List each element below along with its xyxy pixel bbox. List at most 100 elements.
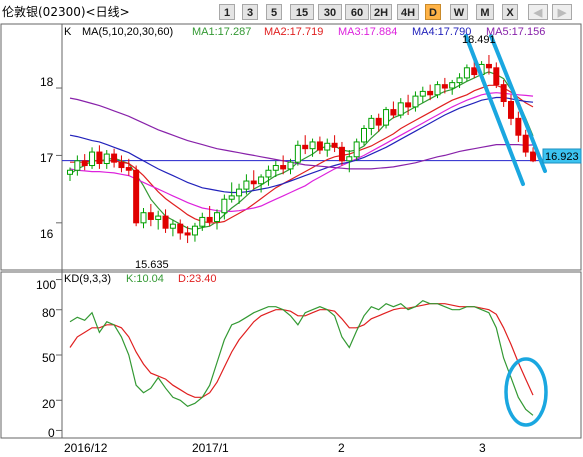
candle-body <box>338 146 345 162</box>
ma-line-ma4 <box>69 96 534 194</box>
candle-body <box>530 151 537 162</box>
period-button-15[interactable]: 15 <box>290 4 314 20</box>
candle-body <box>103 153 110 165</box>
candle-body <box>177 223 184 234</box>
y-tick-16: 16 <box>40 227 54 241</box>
period-button-4h[interactable]: 4H <box>397 4 419 20</box>
candle-body <box>463 67 470 79</box>
ma3-value: MA3:17.884 <box>338 26 397 38</box>
candle-body <box>250 180 257 185</box>
period-button-x[interactable]: X <box>502 4 518 20</box>
candle-body <box>419 90 426 97</box>
ma-line-ma3 <box>69 92 534 212</box>
candle-body <box>485 63 492 69</box>
low-label: 15.635 <box>135 259 169 271</box>
candle-body <box>89 151 96 167</box>
k-label: K <box>64 26 72 38</box>
period-button-30[interactable]: 30 <box>318 4 342 20</box>
candle-body <box>368 117 375 129</box>
kd-label: KD(9,3,3) <box>64 273 111 285</box>
candle-body <box>390 109 397 116</box>
oversold-circle <box>504 357 548 427</box>
ma1-value: MA1:17.287 <box>192 26 251 38</box>
period-button-1[interactable]: 1 <box>219 4 235 20</box>
main-panel-frame <box>0 23 582 271</box>
grid-layer <box>56 87 581 431</box>
chart-title: 伦敦银(02300)<日线> <box>2 5 130 19</box>
period-button-3[interactable]: 3 <box>242 4 258 20</box>
candle-body <box>111 153 118 163</box>
ma-line-ma2 <box>70 84 534 224</box>
candle-body <box>493 67 500 86</box>
kd-panel-frame <box>0 271 582 439</box>
candle-body <box>309 141 316 150</box>
ma4-value: MA4:17.790 <box>412 26 471 38</box>
candle-body <box>383 109 390 126</box>
arrow-left-icon[interactable]: ◀ <box>528 4 548 20</box>
trend-line-lower <box>464 34 525 186</box>
x-tick-2016-12: 2016/12 <box>64 441 108 455</box>
trend-line-upper <box>489 34 547 173</box>
candle-body <box>280 165 287 170</box>
kd-d-line <box>69 303 534 398</box>
x-tick-3: 3 <box>479 441 486 455</box>
ma-line-ma5 <box>69 97 534 170</box>
candle-body <box>236 188 243 197</box>
candle-body <box>331 142 338 148</box>
candle-body <box>405 102 412 108</box>
candle-body <box>155 215 162 220</box>
ma2-value: MA2:17.719 <box>264 26 323 38</box>
candle-body <box>287 161 294 170</box>
kd-d-value: D:23.40 <box>178 273 217 285</box>
candle-body <box>265 169 272 178</box>
y-tick-18: 18 <box>40 75 54 89</box>
candle-body <box>74 160 81 171</box>
candle-body <box>147 212 154 220</box>
candle-body <box>294 144 301 163</box>
candle-body <box>500 84 507 103</box>
kd-tick-20: 20 <box>42 397 56 411</box>
candle-body <box>133 169 140 224</box>
high-label: 18.491 <box>462 34 496 46</box>
kd-tick-0: 0 <box>48 426 55 440</box>
candle-body <box>258 176 265 185</box>
period-button-d[interactable]: D <box>425 4 441 20</box>
candle-body <box>324 142 331 151</box>
ma-lines-layer <box>69 71 534 231</box>
candles-layer <box>67 55 537 244</box>
ma-label: MA(5,10,20,30,60) <box>82 26 173 38</box>
period-button-60[interactable]: 60 <box>345 4 369 20</box>
period-button-m[interactable]: M <box>476 4 494 20</box>
y-tick-17: 17 <box>40 151 54 165</box>
candle-body <box>243 180 250 190</box>
candle-body <box>67 169 73 175</box>
x-tick-2017-1: 2017/1 <box>192 441 229 455</box>
candle-body <box>169 223 176 229</box>
candle-body <box>221 198 228 214</box>
annotation-layer <box>464 34 548 427</box>
period-button-5[interactable]: 5 <box>266 4 282 20</box>
arrow-right-icon[interactable]: ▶ <box>552 4 572 20</box>
candle-body <box>206 216 213 222</box>
candle-body <box>316 141 323 151</box>
candle-body <box>118 161 125 169</box>
candle-body <box>456 77 463 84</box>
candle-body <box>427 90 434 96</box>
current-price-tag <box>542 148 582 164</box>
period-button-w[interactable]: W <box>450 4 468 20</box>
ma5-value: MA5:17.156 <box>486 26 545 38</box>
kd-tick-80: 80 <box>42 306 56 320</box>
kd-lines-layer <box>69 300 534 416</box>
kd-k-value: K:10.04 <box>126 273 164 285</box>
candle-body <box>81 160 88 167</box>
candle-body <box>522 134 529 153</box>
candle-body <box>375 117 382 126</box>
candle-body <box>125 167 132 171</box>
period-button-2h[interactable]: 2H <box>370 4 392 20</box>
candle-body <box>302 144 309 150</box>
candle-body <box>140 212 147 224</box>
candle-body <box>441 84 448 89</box>
candle-body <box>191 225 198 236</box>
candle-body <box>515 117 522 136</box>
